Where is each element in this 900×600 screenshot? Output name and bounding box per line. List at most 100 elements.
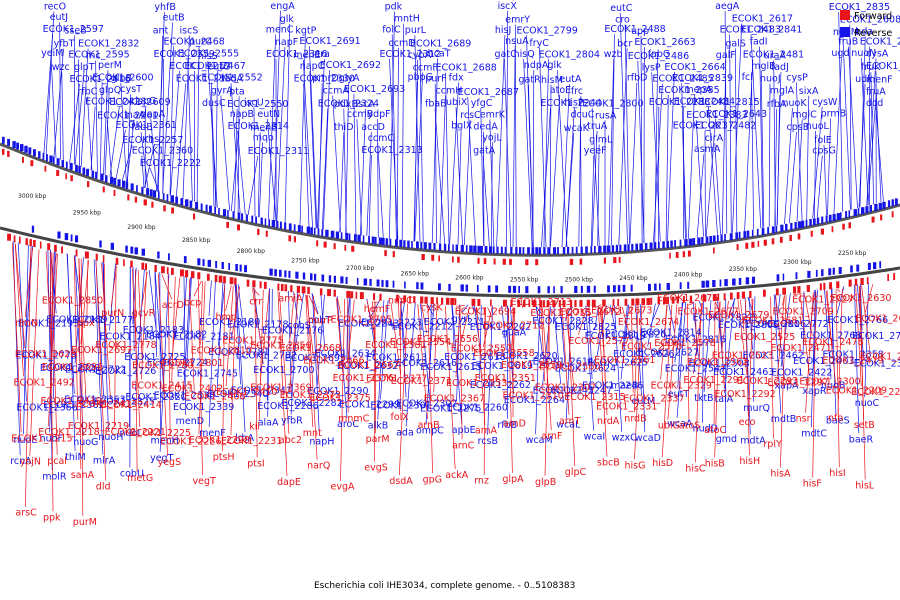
- reverse-gene-leader: [842, 36, 851, 210]
- reverse-gene-arrow: [543, 247, 546, 255]
- reverse-gene-leader: [419, 48, 424, 243]
- forward-gene-arrow: [741, 291, 745, 299]
- forward-gene-label: murP: [308, 315, 333, 326]
- reverse-gene-leader: [170, 70, 180, 196]
- reverse-gene-arrow: [264, 218, 267, 226]
- reverse-gene-label: molR: [42, 471, 67, 482]
- reverse-gene-label: ECOK1_2724: [147, 358, 208, 369]
- forward-gene-arrow: [33, 240, 36, 247]
- reverse-gene-label: ECOK1_2416: [70, 74, 131, 85]
- forward-gene-arrow: [333, 289, 336, 297]
- forward-gene-label: dsdA: [389, 476, 413, 487]
- forward-gene-arrow: [676, 296, 679, 304]
- reverse-gene-label: ECOK1_2362: [43, 400, 104, 411]
- reverse-gene-label: ECOK1_2467: [185, 61, 246, 72]
- kbp-tick-label: 2850 kbp: [182, 237, 210, 244]
- reverse-gene-label: glpQ: [99, 85, 121, 96]
- reverse-gene-arrow: [433, 243, 436, 250]
- reverse-gene-label: rcsC: [460, 110, 481, 121]
- forward-gene-arrow: [789, 235, 792, 241]
- reverse-gene-arrow: [185, 199, 189, 207]
- forward-gene-leader: [487, 307, 494, 320]
- forward-gene-arrow: [290, 285, 293, 293]
- reverse-gene-label: lysP: [642, 62, 661, 73]
- reverse-gene-label: fdx: [449, 72, 464, 83]
- forward-gene-leader: [621, 306, 632, 341]
- reverse-gene-arrow: [314, 273, 317, 281]
- reverse-gene-label: gatC: [495, 49, 518, 60]
- reverse-gene-label: ECOK1_2634: [315, 348, 376, 359]
- reverse-gene-label: ECOK1_2800: [582, 98, 643, 109]
- reverse-gene-arrow: [522, 247, 525, 255]
- reverse-gene-arrow: [547, 286, 550, 294]
- reverse-gene-label: ECOK1_2244: [541, 98, 602, 109]
- forward-gene-leader: [49, 251, 54, 512]
- forward-gene-leader: [225, 285, 232, 311]
- reverse-gene-label: iscU: [244, 97, 264, 108]
- reverse-gene-label: ECOK1_2193: [18, 319, 79, 330]
- reverse-gene-leader: [52, 251, 56, 399]
- forward-gene-label: ECOK1_2559: [501, 360, 562, 371]
- reverse-gene-label: hisJ: [495, 25, 511, 36]
- reverse-gene-arrow: [496, 246, 499, 254]
- forward-gene-leader: [667, 304, 678, 420]
- reverse-gene-label: ECOK1_2721: [40, 363, 101, 374]
- reverse-gene-leader: [396, 47, 399, 240]
- reverse-gene-label: ECOK1_2664: [664, 62, 725, 73]
- reverse-gene-leader: [724, 298, 735, 394]
- forward-gene-label: ECOK1_2679: [708, 310, 769, 321]
- reverse-gene-arrow: [894, 198, 898, 206]
- forward-gene-label: eco: [739, 417, 756, 428]
- reverse-gene-arrow: [448, 283, 451, 291]
- reverse-gene-label: mlrA: [93, 456, 116, 467]
- forward-gene-arrow: [75, 249, 78, 257]
- reverse-gene-arrow: [65, 161, 68, 169]
- legend-reverse-swatch: [840, 27, 850, 37]
- reverse-gene-arrow: [345, 276, 348, 284]
- legend-forward-label: Forward: [854, 11, 892, 22]
- reverse-gene-label: ECOK1_2403: [793, 356, 854, 367]
- reverse-gene-arrow: [52, 156, 55, 164]
- reverse-gene-leader: [141, 155, 145, 188]
- reverse-gene-leader: [780, 292, 791, 367]
- forward-gene-arrow: [252, 280, 256, 288]
- reverse-gene-label: ECOK1_2772: [767, 319, 828, 330]
- reverse-gene-label: ECOK1_2726: [95, 366, 156, 377]
- reverse-gene-leader: [154, 271, 165, 390]
- reverse-gene-arrow: [381, 279, 384, 287]
- genome-backbone-inner: [0, 226, 900, 298]
- reverse-gene-label: ccmA: [323, 86, 350, 97]
- reverse-gene-arrow: [122, 180, 126, 188]
- reverse-gene-arrow: [701, 280, 705, 288]
- reverse-gene-leader: [47, 249, 53, 471]
- reverse-gene-label: pdk: [385, 1, 403, 12]
- reverse-gene-arrow: [867, 262, 871, 270]
- reverse-gene-leader: [848, 46, 858, 209]
- reverse-gene-label: perM: [98, 60, 122, 71]
- reverse-gene-label: mdtC: [801, 428, 827, 439]
- reverse-gene-leader: [549, 84, 552, 248]
- reverse-gene-arrow: [271, 220, 276, 227]
- reverse-strand-genes: [2, 136, 898, 294]
- forward-gene-leader: [427, 304, 433, 474]
- forward-gene-leader: [167, 275, 171, 436]
- forward-gene-label: ECOK1_2402: [162, 384, 223, 395]
- forward-gene-label: ECOK1_2218: [38, 427, 99, 438]
- forward-gene-arrow: [712, 294, 717, 301]
- forward-gene-arrow: [316, 240, 319, 247]
- reverse-gene-arrow: [735, 232, 738, 240]
- forward-gene-leader: [597, 307, 608, 457]
- forward-gene-leader: [737, 299, 748, 375]
- reverse-gene-leader: [823, 144, 827, 216]
- forward-gene-leader: [198, 281, 206, 435]
- forward-gene-arrow: [823, 282, 826, 290]
- forward-gene-arrow: [871, 216, 875, 223]
- reverse-gene-label: fcl: [742, 72, 753, 83]
- forward-gene-label: hisD: [652, 458, 673, 469]
- reverse-gene-leader: [708, 106, 718, 235]
- forward-gene-label: ECOK1_2556: [417, 334, 478, 345]
- forward-gene-leader: [289, 293, 295, 343]
- reverse-gene-arrow: [836, 213, 841, 221]
- forward-gene-leader: [134, 269, 138, 473]
- reverse-gene-leader: [866, 58, 877, 206]
